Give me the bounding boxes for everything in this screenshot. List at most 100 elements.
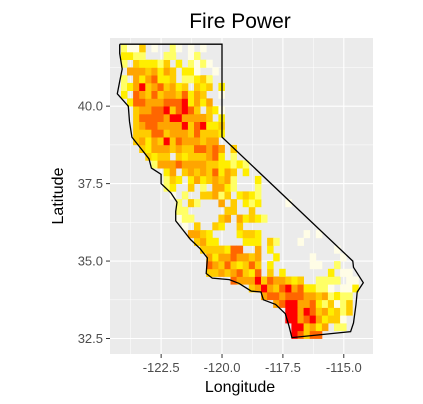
fire-tile — [321, 307, 329, 316]
fire-tile — [291, 307, 298, 316]
fire-tile — [181, 206, 189, 215]
fire-tile — [157, 152, 164, 161]
fire-tile — [218, 183, 225, 192]
fire-tile — [334, 307, 341, 316]
fire-tile — [139, 137, 146, 146]
fire-tile — [175, 206, 183, 215]
fire-tile — [200, 160, 207, 169]
fire-tile — [242, 199, 250, 208]
fire-tile — [206, 168, 213, 177]
fire-tile — [303, 330, 311, 339]
fire-tile — [327, 276, 335, 285]
fire-tile — [175, 59, 183, 68]
fire-tile — [218, 222, 225, 231]
fire-tile — [285, 299, 292, 308]
fire-tile — [315, 323, 323, 332]
fire-tile — [206, 121, 213, 130]
fire-tile — [181, 191, 189, 200]
fire-tile — [145, 121, 152, 130]
fire-tile — [212, 144, 219, 153]
fire-tile — [315, 299, 323, 308]
y-tick-label: 37.5 — [78, 176, 103, 191]
fire-tile — [297, 323, 304, 332]
fire-tile — [291, 292, 298, 301]
fire-tile — [151, 137, 158, 146]
fire-tile — [187, 51, 195, 60]
fire-tile — [224, 191, 231, 200]
fire-tile — [303, 292, 311, 301]
fire-tile — [145, 98, 152, 107]
y-tick-label: 32.5 — [78, 331, 103, 346]
fire-tile — [224, 175, 231, 184]
fire-tile — [206, 129, 213, 138]
fire-tile — [187, 144, 195, 153]
fire-tile — [139, 129, 146, 138]
fire-tile — [230, 152, 237, 161]
fire-tile — [133, 44, 140, 53]
fire-tile — [151, 44, 158, 53]
fire-tile — [261, 214, 268, 223]
fire-tile — [254, 214, 262, 223]
fire-tile — [163, 152, 171, 161]
fire-tile — [242, 214, 250, 223]
fire-tile — [157, 129, 164, 138]
fire-tile — [279, 276, 286, 285]
fire-tile — [200, 44, 207, 53]
fire-tile — [236, 160, 244, 169]
fire-tile — [340, 299, 347, 308]
fire-tile — [133, 90, 140, 99]
fire-tile — [340, 268, 347, 277]
fire-tile — [218, 168, 225, 177]
fire-tile — [224, 253, 231, 262]
fire-tile — [187, 160, 195, 169]
fire-tile — [297, 299, 304, 308]
fire-tile — [267, 268, 274, 277]
fire-tile — [334, 276, 341, 285]
fire-tile — [194, 106, 201, 115]
fire-tile — [309, 261, 317, 270]
fire-tile — [254, 237, 262, 246]
fire-tile — [169, 168, 177, 177]
fire-tile — [315, 315, 323, 324]
fire-tile — [309, 292, 317, 301]
fire-tile — [340, 292, 347, 301]
fire-tile — [242, 237, 250, 246]
fire-tile — [169, 121, 177, 130]
fire-tile — [218, 268, 225, 277]
fire-tile — [163, 82, 171, 91]
fire-tile — [200, 121, 207, 130]
fire-tile — [187, 214, 195, 223]
fire-tile — [169, 137, 177, 146]
fire-tile — [157, 106, 164, 115]
fire-tile — [261, 276, 268, 285]
fire-tile — [206, 245, 213, 254]
fire-tile — [187, 168, 195, 177]
fire-tile — [248, 206, 256, 215]
fire-tile — [321, 284, 329, 293]
fire-tile — [157, 113, 164, 122]
fire-tile — [206, 152, 213, 161]
fire-tile — [224, 245, 231, 254]
fire-tile — [163, 113, 171, 122]
fire-tile — [200, 237, 207, 246]
fire-tile — [212, 245, 219, 254]
fire-tile — [230, 268, 237, 277]
fire-tile — [248, 237, 256, 246]
fire-tile — [163, 67, 171, 76]
fire-tile — [236, 230, 244, 239]
fire-tile — [334, 323, 341, 332]
fire-tile — [218, 261, 225, 270]
fire-tile — [181, 113, 189, 122]
fire-tile — [169, 44, 177, 53]
fire-tile — [297, 330, 304, 339]
fire-tile — [181, 98, 189, 107]
fire-tile — [169, 51, 177, 60]
fire-tile — [327, 268, 335, 277]
fire-tile — [267, 276, 274, 285]
fire-tile — [151, 90, 158, 99]
fire-tile — [139, 121, 146, 130]
fire-tile — [127, 82, 134, 91]
fire-tile — [157, 144, 164, 153]
fire-tile — [309, 323, 317, 332]
fire-tile — [218, 160, 225, 169]
